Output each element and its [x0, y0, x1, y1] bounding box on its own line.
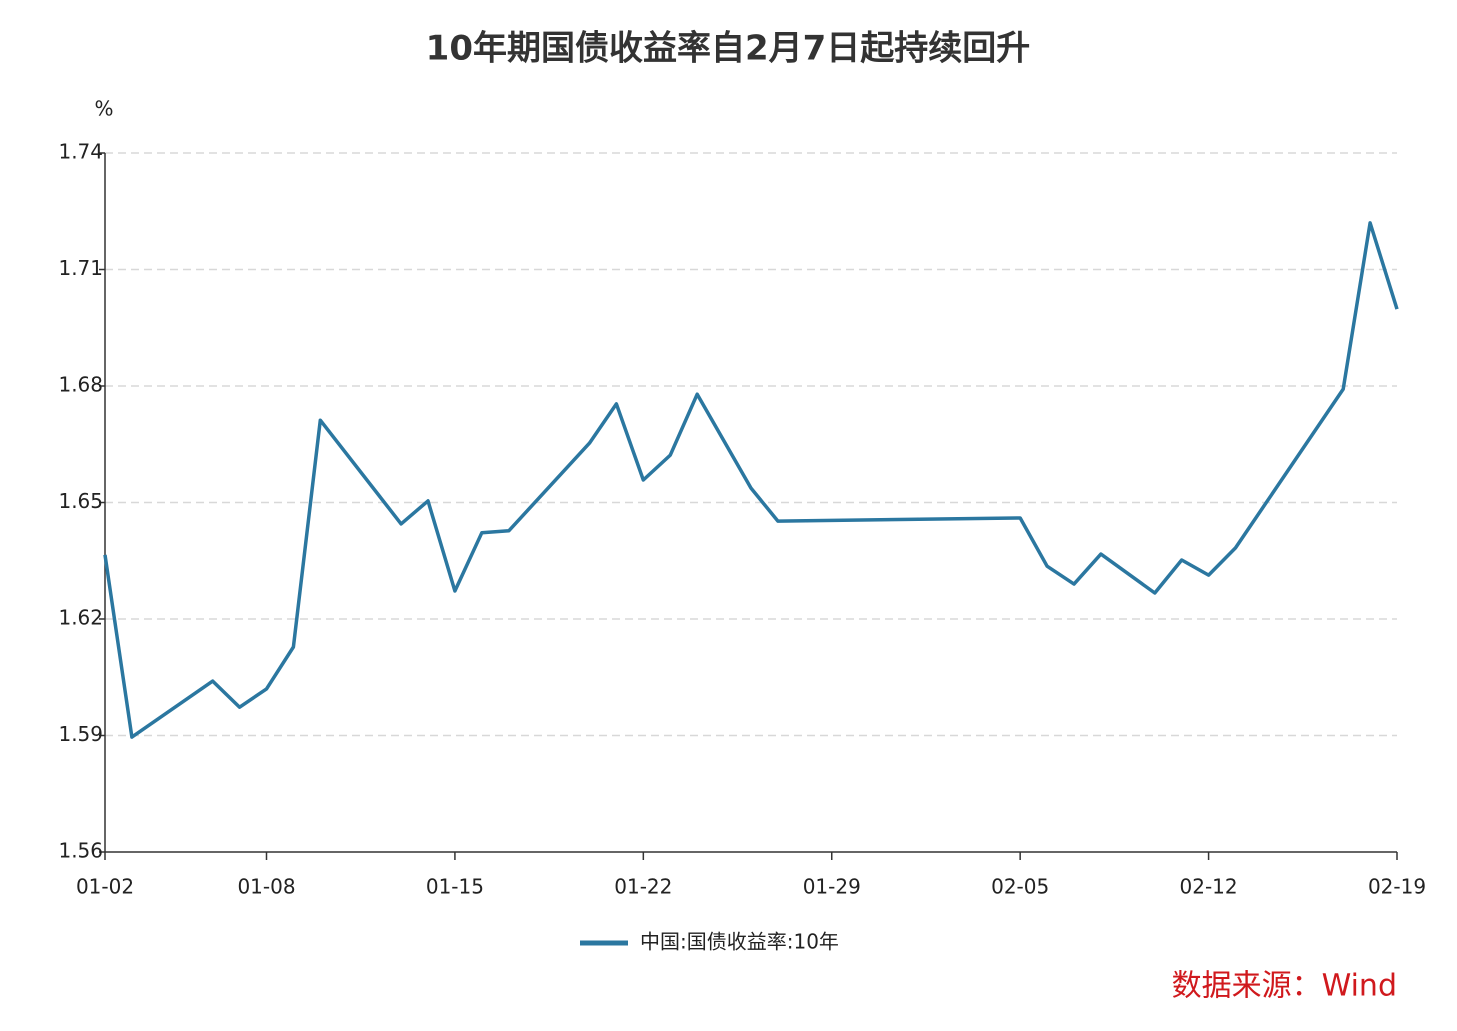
x-tick-label: 01-08 [237, 875, 295, 899]
data-line [103, 221, 1399, 739]
y-tick-label: 1.59 [58, 722, 103, 746]
x-tick-label: 02-19 [1368, 875, 1426, 899]
y-tick-label: 1.71 [58, 256, 103, 280]
x-tick-label: 02-12 [1180, 875, 1238, 899]
y-tick-label: 1.68 [58, 373, 103, 397]
y-axis-unit: % [94, 97, 113, 121]
y-tick-label: 1.56 [58, 839, 103, 863]
x-tick-label: 01-29 [803, 875, 861, 899]
y-tick-label: 1.62 [58, 606, 103, 630]
legend-label: 中国:国债收益率:10年 [640, 930, 839, 954]
x-tick-label: 01-15 [426, 875, 484, 899]
x-tick-label: 02-05 [991, 875, 1049, 899]
x-tick-label: 01-22 [614, 875, 672, 899]
y-tick-label: 1.65 [58, 489, 103, 513]
source-note: 数据来源：Wind [1172, 969, 1397, 1004]
x-tick-label: 01-02 [76, 875, 134, 899]
chart-title: 10年期国债收益率自2月7日起持续回升 [426, 29, 1031, 69]
y-tick-label: 1.74 [58, 140, 103, 164]
